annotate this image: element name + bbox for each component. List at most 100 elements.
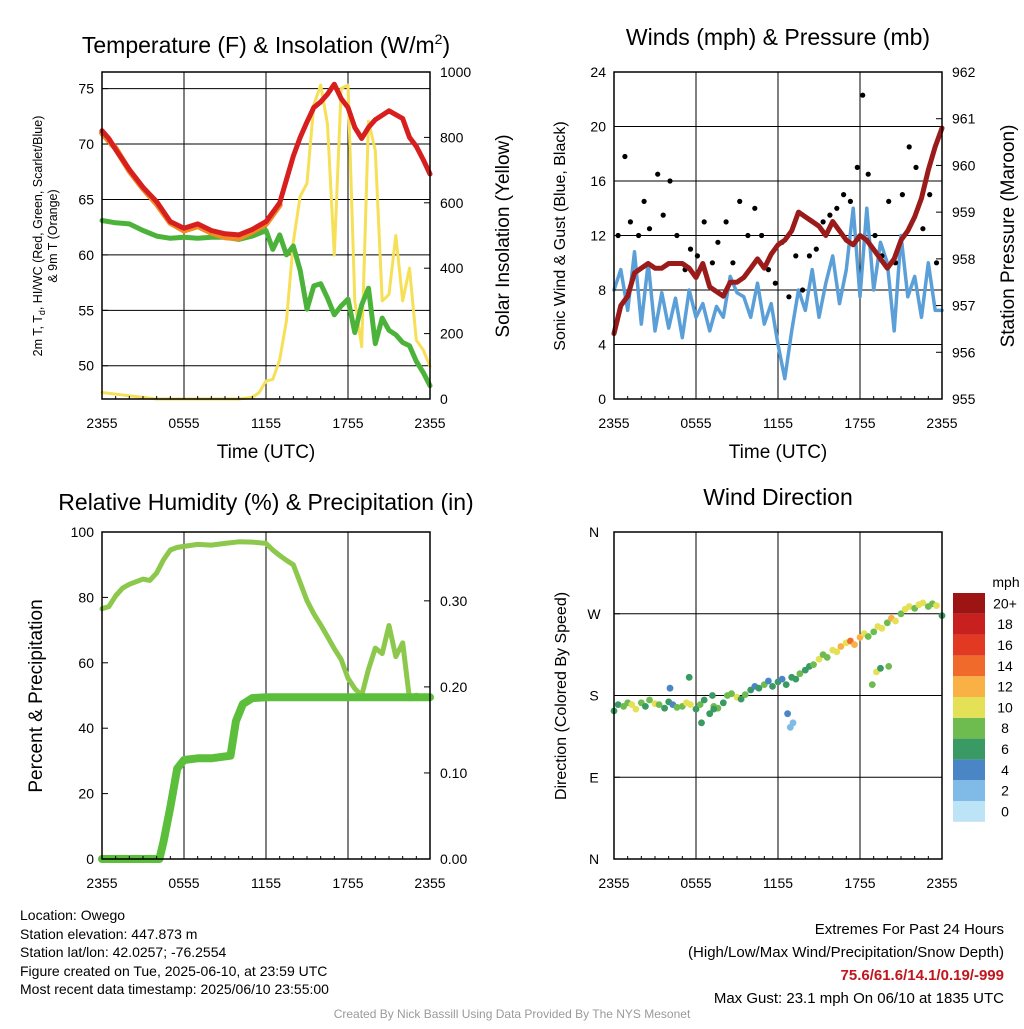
temperature-panel: Temperature (F) & Insolation (W/m2) 2355… bbox=[31, 31, 514, 463]
colorbar-cell bbox=[953, 655, 985, 677]
colorbar-cell bbox=[953, 676, 985, 697]
winds-y2tick-label: 956 bbox=[952, 344, 976, 360]
gust-point bbox=[933, 260, 940, 266]
colorbar-cell bbox=[953, 759, 985, 781]
temp-2m-line bbox=[99, 81, 433, 238]
gust-point bbox=[847, 198, 854, 204]
colorbar-cell bbox=[953, 593, 985, 614]
direction-point bbox=[706, 710, 714, 718]
colorbar-label: 12 bbox=[997, 679, 1013, 695]
gust-point bbox=[752, 205, 758, 211]
temperature-xtick-label: 1155 bbox=[251, 415, 281, 431]
gust-point bbox=[920, 226, 926, 232]
direction-point bbox=[837, 643, 845, 650]
humidity-line bbox=[99, 539, 433, 702]
temperature-ytick-label: 70 bbox=[78, 136, 94, 152]
gust-point bbox=[886, 198, 892, 204]
temperature-xtick-label: 0555 bbox=[168, 415, 199, 431]
gust-point bbox=[913, 164, 919, 170]
gust-point bbox=[865, 171, 871, 177]
humidity-xtick-label: 2355 bbox=[414, 875, 445, 891]
direction-point bbox=[673, 703, 681, 711]
direction-point bbox=[815, 655, 823, 663]
winds-xtick-label: 0555 bbox=[680, 415, 711, 431]
colorbar-label: 2 bbox=[1001, 783, 1009, 799]
direction-point bbox=[870, 628, 878, 636]
winds-panel: Winds (mph) & Pressure (mb) 2355 0555 1155… bbox=[552, 24, 1019, 463]
gust-point bbox=[701, 219, 707, 225]
winds-ytick-label: 4 bbox=[598, 337, 606, 353]
temperature-y2tick-label: 600 bbox=[440, 195, 464, 211]
direction-point bbox=[933, 602, 940, 609]
direction-point bbox=[700, 696, 708, 704]
direction-point bbox=[769, 683, 776, 690]
gust-point bbox=[813, 246, 819, 252]
temperature-xtick-label: 1755 bbox=[332, 415, 363, 431]
direction-xtick-label: 1755 bbox=[844, 875, 875, 891]
winds-y2tick-label: 959 bbox=[952, 204, 976, 220]
direction-grid bbox=[614, 532, 942, 859]
direction-title: Wind Direction bbox=[703, 484, 853, 510]
direction-point bbox=[796, 670, 804, 678]
colorbar-title: mph bbox=[992, 574, 1019, 590]
winds-ytick-label: 20 bbox=[590, 119, 606, 135]
direction-point bbox=[782, 681, 790, 688]
gust-point bbox=[772, 280, 778, 286]
direction-xtick-label: 1155 bbox=[763, 875, 793, 891]
direction-point bbox=[789, 719, 797, 727]
gust-point bbox=[655, 171, 661, 177]
direction-ticks: 2355 0555 1155 1755 2355 N E S W N bbox=[587, 524, 957, 891]
humidity-xtick-label: 1755 bbox=[332, 875, 363, 891]
insolation-line bbox=[100, 83, 432, 401]
temperature-ticks: 2355 0555 1155 1755 2355 50 55 60 65 70 75 0 200 400 6… bbox=[78, 64, 471, 431]
gust-point bbox=[800, 287, 806, 293]
direction-ytick-label: N bbox=[589, 524, 599, 540]
station-info: Location: Owego Station elevation: 447.8… bbox=[20, 906, 329, 999]
humidity-ytick-label: 40 bbox=[78, 720, 94, 736]
gust-point bbox=[899, 192, 906, 198]
temperature-ytick-label: 65 bbox=[78, 191, 94, 207]
direction-point bbox=[833, 648, 841, 656]
colorbar-cell bbox=[953, 634, 985, 656]
humidity-series bbox=[98, 539, 434, 863]
gust-point bbox=[622, 153, 628, 160]
gust-point bbox=[786, 294, 792, 300]
direction-ytick-label: E bbox=[589, 769, 598, 785]
gust-point bbox=[793, 253, 799, 259]
direction-ytick-label: S bbox=[589, 688, 598, 704]
gust-point bbox=[737, 198, 743, 204]
gust-point bbox=[667, 178, 673, 184]
direction-point bbox=[892, 617, 899, 625]
winds-y2tick-label: 962 bbox=[952, 64, 976, 80]
temperature-ylabel-line1: 2m T, Td, HI/WC (Red, Green, Scarlet/Blu… bbox=[31, 116, 47, 357]
gust-point bbox=[730, 260, 736, 266]
temperature-title: Temperature (F) & Insolation (W/m2) bbox=[82, 31, 450, 58]
direction-point bbox=[878, 624, 886, 632]
gust-point bbox=[636, 232, 642, 239]
direction-point bbox=[710, 705, 718, 713]
gust-point bbox=[759, 232, 765, 239]
gust-point bbox=[646, 226, 653, 232]
temperature-ylabel-line2: & 9m T (Orange) bbox=[46, 189, 60, 282]
winds-y2label: Station Pressure (Maroon) bbox=[998, 125, 1019, 348]
dewpoint-line bbox=[99, 218, 433, 389]
gust-point bbox=[715, 239, 721, 245]
humidity-ylabel: Percent & Precipitation bbox=[26, 599, 47, 792]
temperature-y2tick-label: 400 bbox=[440, 260, 464, 276]
winds-ytick-label: 12 bbox=[590, 228, 606, 244]
direction-point bbox=[655, 701, 663, 708]
direction-point bbox=[628, 701, 636, 708]
gust-point bbox=[641, 198, 647, 204]
colorbar-cell bbox=[953, 738, 985, 760]
winds-y2tick-label: 957 bbox=[952, 298, 976, 314]
direction-point bbox=[666, 684, 674, 692]
colorbar-label: 8 bbox=[1001, 720, 1009, 736]
humidity-y2tick-label: 0.10 bbox=[440, 765, 467, 781]
colorbar-label: 20+ bbox=[993, 595, 1017, 611]
colorbar-label: 14 bbox=[997, 658, 1013, 674]
direction-ytick-label: N bbox=[589, 851, 599, 867]
direction-point bbox=[632, 705, 640, 713]
humidity-y2tick-label: 0.00 bbox=[440, 851, 467, 867]
station-latlon: Station lat/lon: 42.0257; -76.2554 bbox=[20, 944, 227, 960]
